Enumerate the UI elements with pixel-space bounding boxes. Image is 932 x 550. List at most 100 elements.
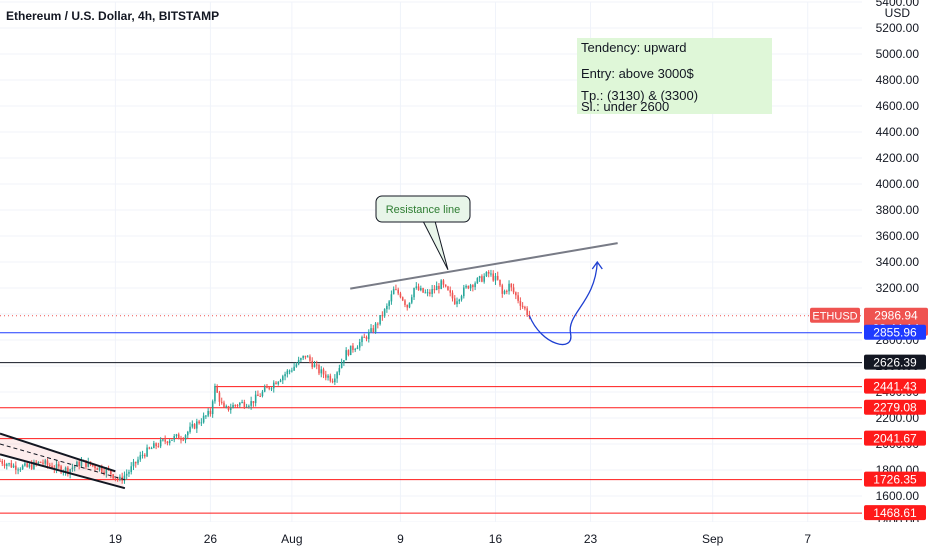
candle-body — [349, 345, 352, 356]
candle-body — [476, 278, 479, 284]
x-tick-label: 16 — [489, 532, 503, 546]
candle-body — [469, 285, 472, 289]
candle-body — [182, 439, 185, 441]
candle-body — [467, 285, 470, 289]
candle-body — [37, 461, 40, 464]
candle-body — [465, 285, 467, 288]
candle-body — [438, 285, 440, 289]
horizontal-levels — [0, 315, 862, 514]
price-axis[interactable]: 5400.00 5200.00 5000.00 4800.00 4600.00 4400.… — [862, 0, 932, 550]
channel-top-line[interactable] — [0, 432, 116, 473]
y-tick-label: 1600.00 — [876, 489, 920, 503]
candle-body — [426, 292, 429, 294]
time-axis-bg — [0, 522, 932, 550]
candle-body — [388, 301, 390, 306]
level-price-badge — [864, 430, 926, 446]
candle-body — [110, 469, 112, 475]
candle-body — [103, 471, 105, 474]
candle-body — [268, 387, 271, 389]
candle-body — [327, 375, 329, 378]
chart-title: Ethereum / U.S. Dollar, 4h, BITSTAMP — [6, 9, 220, 23]
candle-body — [33, 461, 35, 469]
y-tick-label: 4000.00 — [876, 177, 920, 191]
candle-body — [358, 342, 361, 348]
candle-body — [73, 466, 76, 468]
candle-body — [338, 368, 341, 373]
candle-body — [302, 355, 304, 359]
candle-body — [390, 294, 393, 302]
candle-body — [58, 464, 60, 467]
candle-body — [137, 459, 139, 464]
candle-body — [227, 406, 230, 411]
candle-body — [361, 336, 363, 343]
candle-body — [297, 359, 300, 365]
candle-body — [334, 378, 336, 383]
candle-body — [144, 454, 146, 457]
candle-body — [12, 465, 15, 468]
candle-body — [67, 467, 69, 474]
candle-body — [166, 441, 169, 444]
candle-body — [442, 280, 445, 285]
candle-body — [48, 464, 51, 467]
projection-arrowhead — [591, 260, 603, 270]
candle-body — [444, 284, 447, 287]
x-tick-label: 26 — [204, 532, 218, 546]
candle-body — [157, 446, 160, 448]
candle-body — [367, 331, 370, 339]
candle-body — [383, 309, 386, 317]
candle-body — [293, 366, 295, 371]
level-price-value: 2441.43 — [873, 380, 917, 394]
candle-body — [363, 336, 366, 338]
candle-body — [325, 374, 327, 378]
candle-body — [408, 302, 411, 308]
chart-drawings[interactable]: Resistance line — [0, 195, 618, 490]
candle-body — [162, 439, 164, 441]
candle-body — [184, 435, 187, 440]
x-tick-label: Aug — [281, 532, 302, 546]
y-tick-label: 3600.00 — [876, 229, 920, 243]
candle-body — [30, 464, 33, 469]
callout-label: Resistance line — [386, 204, 461, 216]
symbol-badge — [810, 307, 860, 323]
candle-body — [94, 465, 96, 469]
candle-body — [372, 328, 375, 333]
candle-body — [506, 290, 508, 292]
candle-body — [313, 364, 316, 368]
candle-body — [245, 406, 248, 408]
price-badges: ETHUSD2986.9403:44:142855.962626.392441.… — [810, 307, 928, 521]
resistance-line[interactable] — [350, 242, 618, 290]
candle-body — [207, 410, 209, 416]
candle-body — [177, 434, 180, 440]
candle-body — [35, 461, 37, 464]
callout-box[interactable] — [375, 195, 471, 223]
candle-body — [198, 421, 200, 424]
candle-body — [146, 447, 148, 457]
projection-curve[interactable] — [528, 261, 598, 346]
candle-body — [370, 328, 372, 332]
level-price-badge — [864, 471, 926, 487]
channel-bottom-line[interactable] — [0, 453, 126, 490]
candle-body — [186, 431, 189, 436]
candle-body — [8, 463, 10, 465]
candle-body — [216, 386, 218, 393]
trade-note-box[interactable]: Tendency: upward Entry: above 3000$ Tp.:… — [577, 38, 772, 114]
candle-body — [345, 350, 347, 361]
y-tick-label: 5400.00 — [876, 0, 920, 9]
candle-body — [456, 301, 458, 305]
time-axis[interactable]: 19 26 Aug 9 16 23 Sep 7 — [0, 522, 932, 550]
candle-body — [492, 273, 495, 281]
level-price-badge — [864, 324, 926, 340]
candle-body — [223, 402, 225, 408]
candle-body — [24, 463, 26, 466]
candle-body — [130, 466, 133, 472]
candle-body — [340, 362, 343, 369]
candle-body — [474, 283, 476, 288]
candle-body — [80, 460, 83, 467]
candle-body — [517, 295, 519, 301]
candle-body — [76, 461, 78, 467]
x-tick-label: Sep — [702, 532, 724, 546]
candle-body — [139, 455, 142, 460]
candle-body — [397, 289, 399, 294]
level-price-badge — [864, 378, 926, 394]
